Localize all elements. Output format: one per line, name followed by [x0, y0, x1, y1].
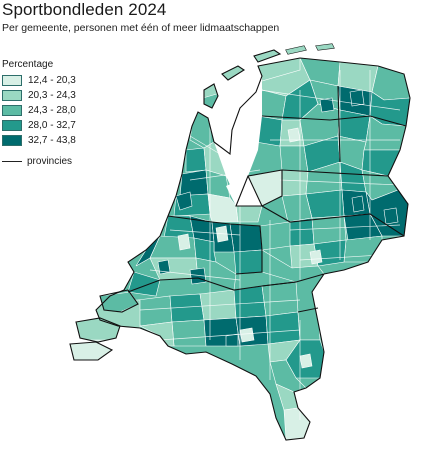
legend: Percentage 12,4 - 20,3 20,3 - 24,3 24,3 … [2, 59, 76, 167]
legend-label-provinces: provincies [27, 156, 73, 167]
ijsselmeer [214, 76, 262, 198]
wadden-islands [286, 44, 334, 54]
province-line-sample [2, 161, 22, 162]
legend-item: 32,7 - 43,8 [2, 133, 76, 148]
legend-item: 12,4 - 20,3 [2, 73, 76, 88]
municipal-borders [139, 70, 401, 420]
legend-item: 24,3 - 28,0 [2, 103, 76, 118]
legend-swatch [2, 75, 22, 86]
legend-swatch [2, 120, 22, 131]
legend-label: 20,3 - 24,3 [28, 90, 76, 101]
legend-title: Percentage [2, 59, 54, 70]
legend-label: 12,4 - 20,3 [28, 75, 76, 86]
legend-label: 32,7 - 43,8 [28, 135, 76, 146]
legend-swatch [2, 135, 22, 146]
legend-item-provinces: provincies [2, 156, 76, 167]
markermeer [226, 176, 262, 206]
legend-label: 28,0 - 32,7 [28, 120, 76, 131]
legend-label: 24,3 - 28,0 [28, 105, 76, 116]
map-subtitle: Per gemeente, personen met één of meer l… [2, 22, 280, 34]
legend-item: 28,0 - 32,7 [2, 118, 76, 133]
legend-swatch [2, 105, 22, 116]
legend-item: 20,3 - 24,3 [2, 88, 76, 103]
map-title: Sportbondleden 2024 [2, 0, 167, 19]
legend-swatch [2, 90, 22, 101]
